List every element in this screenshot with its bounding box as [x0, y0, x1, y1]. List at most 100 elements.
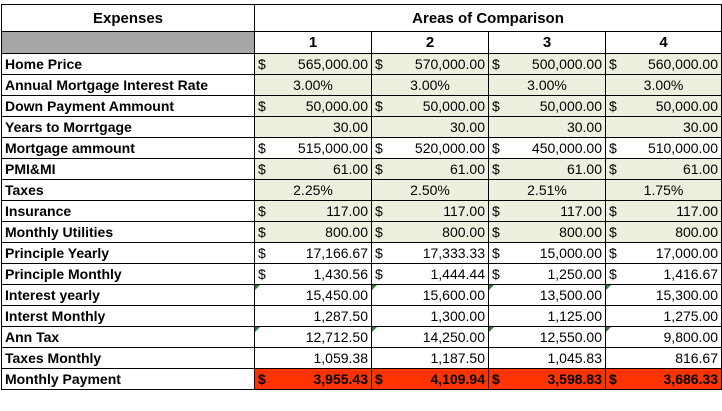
value-cell[interactable]: 14,250.00: [371, 326, 489, 348]
cell-value: 17,000.00: [655, 245, 719, 261]
currency-symbol: $: [609, 98, 617, 114]
row-label[interactable]: Mortgage ammount: [1, 137, 255, 159]
value-cell[interactable]: $450,000.00: [488, 137, 606, 159]
value-cell[interactable]: $1,444.44: [371, 263, 489, 285]
value-cell[interactable]: 1,275.00: [604, 305, 722, 327]
value-cell[interactable]: 3.00%: [254, 74, 372, 96]
value-cell[interactable]: 15,450.00: [254, 284, 372, 306]
row-label[interactable]: Insurance: [1, 200, 255, 222]
expenses-header[interactable]: Expenses: [1, 4, 255, 32]
currency-symbol: $: [375, 266, 383, 282]
table-row: Taxes Monthly 1,059.38 1,187.50 1,045.83 816…: [1, 347, 722, 369]
row-label[interactable]: Interest yearly: [1, 284, 255, 306]
row-label[interactable]: Down Payment Ammount: [1, 95, 255, 117]
row-label[interactable]: Interst Monthly: [1, 305, 255, 327]
value-cell[interactable]: $520,000.00: [371, 137, 489, 159]
value-cell[interactable]: 1,300.00: [371, 305, 489, 327]
value-cell[interactable]: $17,000.00: [604, 242, 722, 264]
row-label[interactable]: Monthly Payment: [1, 368, 255, 390]
value-cell[interactable]: 30.00: [371, 116, 489, 138]
value-cell[interactable]: $50,000.00: [254, 95, 372, 117]
value-cell[interactable]: $117.00: [604, 200, 722, 222]
value-cell[interactable]: $3,598.83: [488, 368, 606, 390]
value-cell[interactable]: $800.00: [604, 221, 722, 243]
cell-value: 800.00: [559, 224, 602, 240]
value-cell[interactable]: 30.00: [488, 116, 606, 138]
column-header-4[interactable]: 4: [604, 31, 722, 54]
value-cell[interactable]: 15,300.00: [604, 284, 722, 306]
row-label[interactable]: Annual Mortgage Interest Rate: [1, 74, 255, 96]
value-cell[interactable]: $50,000.00: [604, 95, 722, 117]
value-cell[interactable]: $61.00: [604, 158, 722, 180]
currency-symbol: $: [492, 371, 500, 387]
value-cell[interactable]: 2.51%: [488, 179, 606, 201]
value-cell[interactable]: $15,000.00: [488, 242, 606, 264]
currency-symbol: $: [375, 245, 383, 261]
value-cell[interactable]: 12,550.00: [488, 326, 606, 348]
value-cell[interactable]: 30.00: [254, 116, 372, 138]
value-cell[interactable]: 1,287.50: [254, 305, 372, 327]
table-row: Years to Morrtgage 30.00 30.00 30.00 30.00: [1, 116, 722, 138]
value-cell[interactable]: 816.67: [604, 347, 722, 369]
value-cell[interactable]: 2.25%: [254, 179, 372, 201]
value-cell[interactable]: $800.00: [488, 221, 606, 243]
value-cell[interactable]: $61.00: [254, 158, 372, 180]
value-cell[interactable]: $515,000.00: [254, 137, 372, 159]
table-row: Ann Tax 12,712.50 14,250.00 12,550.00 9,800.…: [1, 326, 722, 348]
value-cell[interactable]: $1,250.00: [488, 263, 606, 285]
value-cell[interactable]: 3.00%: [488, 74, 606, 96]
value-cell[interactable]: $61.00: [488, 158, 606, 180]
value-cell[interactable]: 1,187.50: [371, 347, 489, 369]
value-cell[interactable]: $117.00: [371, 200, 489, 222]
value-cell[interactable]: $17,166.67: [254, 242, 372, 264]
row-label[interactable]: PMI&MI: [1, 158, 255, 180]
currency-symbol: $: [492, 224, 500, 240]
row-label[interactable]: Monthly Utilities: [1, 221, 255, 243]
column-header-2[interactable]: 2: [371, 31, 489, 54]
value-cell[interactable]: $570,000.00: [371, 53, 489, 75]
value-cell[interactable]: $560,000.00: [604, 53, 722, 75]
value-cell[interactable]: 1,125.00: [488, 305, 606, 327]
value-cell[interactable]: $50,000.00: [488, 95, 606, 117]
value-cell[interactable]: 12,712.50: [254, 326, 372, 348]
value-cell[interactable]: 3.00%: [604, 74, 722, 96]
row-label[interactable]: Taxes: [1, 179, 255, 201]
row-label[interactable]: Principle Yearly: [1, 242, 255, 264]
value-cell[interactable]: $500,000.00: [488, 53, 606, 75]
value-cell[interactable]: $565,000.00: [254, 53, 372, 75]
value-cell[interactable]: $50,000.00: [371, 95, 489, 117]
value-cell[interactable]: $3,955.43: [254, 368, 372, 390]
value-cell[interactable]: $17,333.33: [371, 242, 489, 264]
value-cell[interactable]: 1,045.83: [488, 347, 606, 369]
cell-value: 17,333.33: [422, 245, 485, 261]
value-cell[interactable]: 13,500.00: [488, 284, 606, 306]
value-cell[interactable]: 3.00%: [371, 74, 489, 96]
row-label[interactable]: Ann Tax: [1, 326, 255, 348]
value-cell[interactable]: $117.00: [488, 200, 606, 222]
value-cell[interactable]: $800.00: [254, 221, 372, 243]
value-cell[interactable]: 1.75%: [604, 179, 722, 201]
value-cell[interactable]: $61.00: [371, 158, 489, 180]
value-cell[interactable]: $510,000.00: [604, 137, 722, 159]
cell-value: 61.00: [566, 161, 602, 177]
column-header-1[interactable]: 1: [254, 31, 372, 54]
value-cell[interactable]: $3,686.33: [604, 368, 722, 390]
value-cell[interactable]: $117.00: [254, 200, 372, 222]
value-cell[interactable]: $1,430.56: [254, 263, 372, 285]
value-cell[interactable]: 9,800.00: [604, 326, 722, 348]
row-label[interactable]: Taxes Monthly: [1, 347, 255, 369]
row-label[interactable]: Years to Morrtgage: [1, 116, 255, 138]
row-label[interactable]: Principle Monthly: [1, 263, 255, 285]
value-cell[interactable]: 2.50%: [371, 179, 489, 201]
value-cell[interactable]: $4,109.94: [371, 368, 489, 390]
row-label[interactable]: Home Price: [1, 53, 255, 75]
value-cell[interactable]: 30.00: [604, 116, 722, 138]
areas-of-comparison-header[interactable]: Areas of Comparison: [253, 4, 722, 32]
header-blank-cell[interactable]: [1, 31, 255, 54]
value-cell[interactable]: 1,059.38: [254, 347, 372, 369]
value-cell[interactable]: $800.00: [371, 221, 489, 243]
value-cell[interactable]: $1,416.67: [604, 263, 722, 285]
currency-symbol: $: [375, 56, 383, 72]
column-header-3[interactable]: 3: [488, 31, 606, 54]
value-cell[interactable]: 15,600.00: [371, 284, 489, 306]
